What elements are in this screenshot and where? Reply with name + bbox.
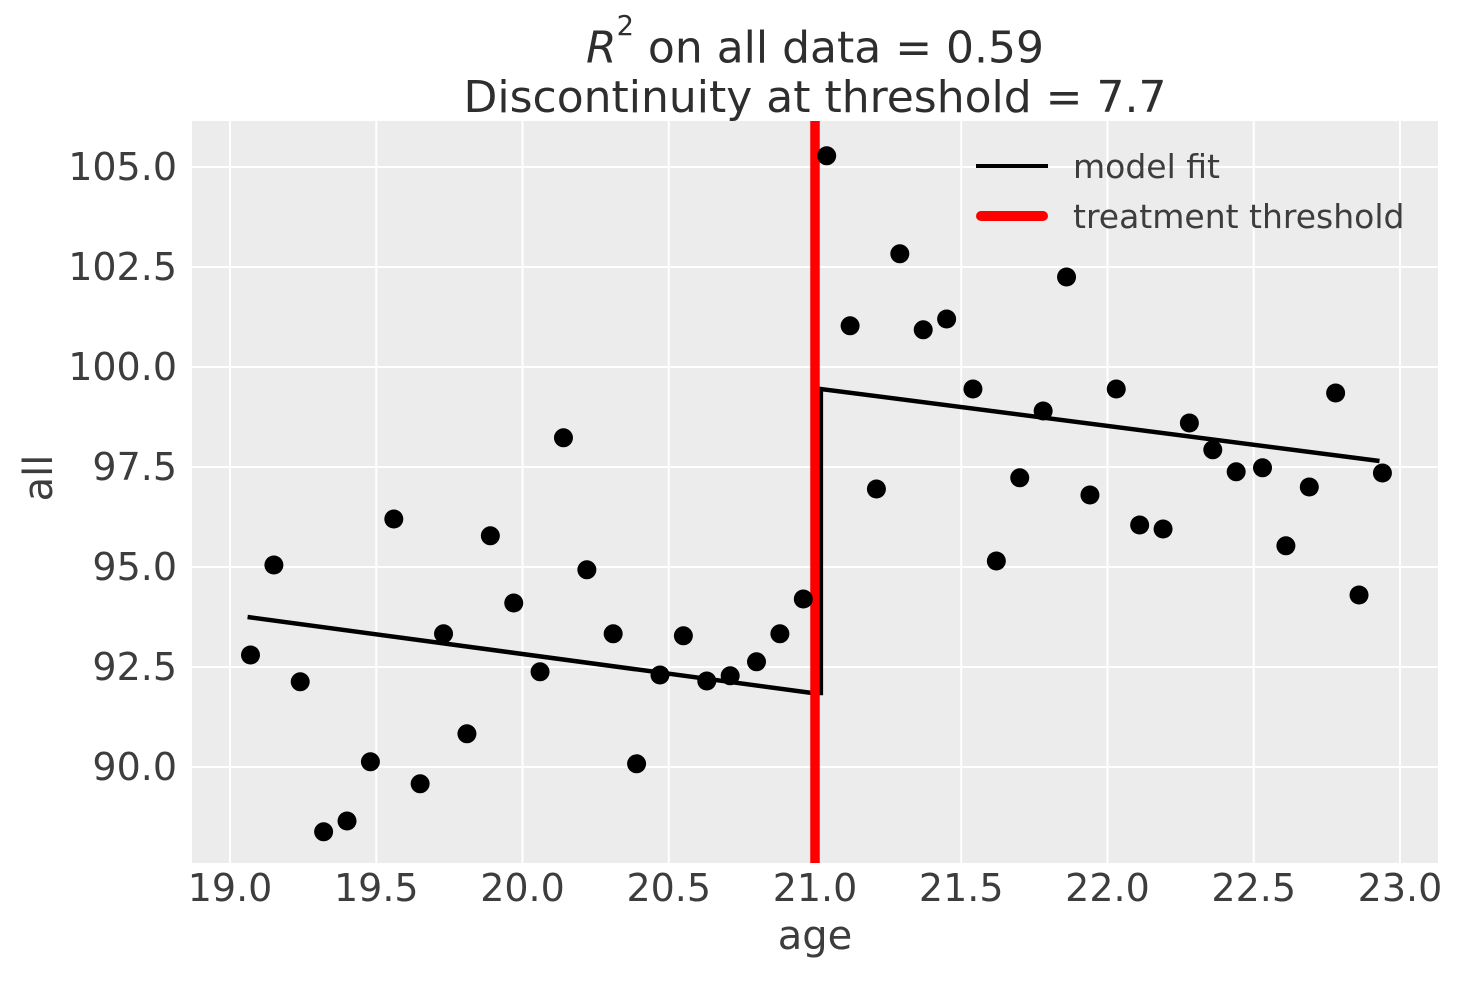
scatter-point xyxy=(793,589,813,609)
y-axis-label: all xyxy=(16,454,62,502)
scatter-point xyxy=(240,645,260,665)
scatter-point xyxy=(720,666,740,686)
scatter-point xyxy=(530,662,550,682)
y-tick-label: 95.0 xyxy=(92,545,177,589)
scatter-point xyxy=(1057,267,1077,287)
scatter-point xyxy=(627,754,647,774)
scatter-point xyxy=(986,551,1006,571)
scatter-point xyxy=(384,509,404,529)
legend-item-treatment-threshold: treatment threshold xyxy=(976,191,1404,241)
legend-label-treatment-threshold: treatment threshold xyxy=(1073,196,1405,236)
scatter-point xyxy=(937,309,957,329)
x-tick-label: 20.5 xyxy=(626,866,712,910)
scatter-point xyxy=(840,316,860,336)
scatter-point xyxy=(603,624,623,644)
scatter-point xyxy=(553,428,573,448)
scatter-point xyxy=(1153,519,1173,539)
threshold-line-swatch xyxy=(976,211,1048,221)
y-tick-label: 90.0 xyxy=(92,745,177,789)
scatter-point xyxy=(290,672,310,692)
scatter-point xyxy=(434,624,454,644)
scatter-point xyxy=(1130,515,1150,535)
scatter-point xyxy=(1033,401,1053,421)
scatter-point xyxy=(866,479,886,499)
scatter-point xyxy=(963,379,983,399)
scatter-point xyxy=(1010,468,1030,488)
chart-title: R2 on all data = 0.59 Discontinuity at t… xyxy=(192,10,1438,123)
scatter-point xyxy=(410,774,430,794)
scatter-point xyxy=(457,724,477,744)
scatter-point xyxy=(480,526,500,546)
scatter-point xyxy=(337,811,357,831)
scatter-point xyxy=(1203,440,1223,460)
scatter-point xyxy=(1372,463,1392,483)
scatter-point xyxy=(890,244,910,264)
y-tick-label: 105.0 xyxy=(68,145,177,189)
scatter-point xyxy=(1349,585,1369,605)
scatter-point xyxy=(1080,485,1100,505)
legend-label-model-fit: model fit xyxy=(1073,146,1220,186)
x-tick-label: 22.5 xyxy=(1211,866,1297,910)
model-fit-line-swatch xyxy=(976,164,1048,168)
x-tick-label: 20.0 xyxy=(480,866,565,910)
y-tick-label: 102.5 xyxy=(68,245,177,289)
scatter-point xyxy=(1106,379,1126,399)
x-tick-label: 21.0 xyxy=(772,866,858,910)
x-tick-label: 21.5 xyxy=(918,866,1004,910)
model-fit-line xyxy=(247,386,1380,696)
scatter-point xyxy=(314,822,334,842)
y-tick-label: 92.5 xyxy=(92,645,177,689)
scatter-point xyxy=(264,555,284,575)
scatter-point xyxy=(770,624,790,644)
scatter-point xyxy=(1299,477,1319,497)
scatter-point xyxy=(817,146,837,166)
legend-item-model-fit: model fit xyxy=(976,141,1404,191)
x-axis-label: age xyxy=(777,913,853,959)
scatter-point xyxy=(747,652,767,672)
y-tick-label: 97.5 xyxy=(92,445,177,489)
scatter-point xyxy=(697,671,717,691)
scatter-point xyxy=(577,560,597,580)
scatter-point xyxy=(1276,536,1296,556)
scatter-point xyxy=(1226,462,1246,482)
title-line-2: Discontinuity at threshold = 7.7 xyxy=(463,71,1167,123)
scatter-point xyxy=(1326,383,1346,403)
scatter-point xyxy=(673,626,693,646)
x-tick-label: 22.0 xyxy=(1065,866,1150,910)
scatter-point xyxy=(1179,413,1199,433)
scatter-point xyxy=(504,593,524,613)
x-tick-label: 19.0 xyxy=(187,866,273,910)
title-r-symbol: R xyxy=(585,22,617,74)
y-tick-label: 100.0 xyxy=(68,345,177,389)
scatter-point xyxy=(1253,458,1273,478)
scatter-point xyxy=(650,665,670,685)
title-line-1-text: on all data = 0.59 xyxy=(633,22,1045,74)
scatter-point xyxy=(913,320,933,340)
title-line-1: R2 on all data = 0.59 xyxy=(192,10,1438,74)
x-tick-label: 23.0 xyxy=(1357,866,1443,910)
x-tick-label: 19.5 xyxy=(333,866,419,910)
legend: model fit treatment threshold xyxy=(976,141,1404,241)
scatter-point xyxy=(360,752,380,772)
title-r-superscript: 2 xyxy=(616,10,634,42)
